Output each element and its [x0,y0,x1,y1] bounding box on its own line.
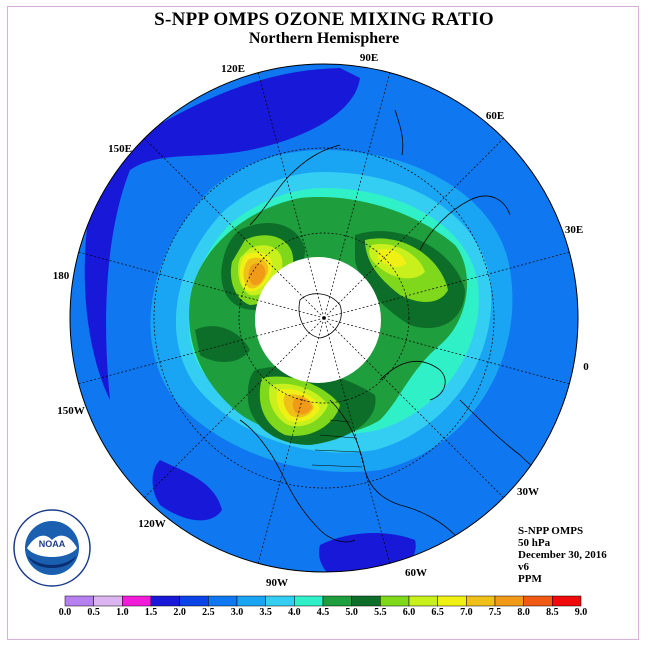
ozone-band-6-5-east [378,249,406,267]
colorbar-swatch [380,595,410,607]
lon-label-60e: 60E [486,110,504,122]
lon-label-120w: 120W [138,518,166,530]
colorbar-swatch [179,595,209,607]
colorbar-tick-label: 0.0 [58,607,72,618]
colorbar-tick-label: 6.5 [431,607,444,618]
noaa-logo-bird [27,535,77,557]
colorbar-tick-label: 4.5 [316,607,330,618]
colorbar-swatch [294,595,324,607]
lon-label-150e: 150E [108,143,132,155]
noaa-logo: NOAA [13,509,91,587]
lon-label-90e: 90E [360,52,378,64]
colorbar-tick-label: 7.0 [460,607,473,618]
colorbar-swatch [523,595,553,607]
map-boundary [69,63,579,573]
lon-label-0: 0 [583,361,589,373]
us-state-lines [311,419,363,468]
colorbar-tick-label: 5.5 [374,607,387,618]
info-date: December 30, 2016 [518,549,607,561]
lon-label-60w: 60W [405,567,427,579]
colorbar-tick-label: 8.5 [546,607,559,618]
colorbar-swatch [408,595,438,607]
colorbar-tick-label: 0.5 [87,607,100,618]
colorbar-swatch [236,595,266,607]
lon-label-30w: 30W [517,486,539,498]
coast-greenland [379,361,446,401]
colorbar-swatch [208,595,238,607]
ozone-band-2-0-northwest [84,68,360,400]
colorbar-swatch [122,595,152,607]
colorbar-swatch [265,595,295,607]
colorbar-swatch [322,595,352,607]
colorbar-swatch [494,595,524,607]
ozone-band-7-5-west [248,263,266,286]
colorbar-tick-label: 2.5 [202,607,215,618]
coast-arctic-islands [298,293,342,339]
lon-label-30e: 30E [565,224,583,236]
colorbar-tick-label: 3.5 [259,607,272,618]
colorbar-tick-label: 5.0 [345,607,358,618]
colorbar-swatch [552,595,582,607]
info-panel: S-NPP OMPS 50 hPa December 30, 2016 v6 P… [518,525,607,585]
colorbar-tick-label: 7.5 [488,607,502,618]
colorbar-tick-label: 9.0 [574,607,588,618]
latitude-circle-70 [238,232,410,404]
page-title: S-NPP OMPS OZONE MIXING RATIO [154,9,494,30]
lon-label-90w: 90W [266,577,288,589]
colorbar-swatch [150,595,180,607]
lon-label-150w: 150W [57,405,85,417]
lon-label-120e: 120E [221,63,245,75]
coast-eurasia-north [419,195,511,251]
info-units: PPM [518,573,542,585]
colorbar-tick-label: 8.0 [517,607,530,618]
colorbar-swatch [64,595,94,607]
figure-frame [7,6,639,640]
colorbar-swatch [351,595,381,607]
colorbar-tick-label: 6.0 [402,607,416,618]
coast-india [394,109,404,156]
ozone-field [70,64,578,572]
noaa-logo-wave [28,556,76,568]
noaa-logo-text: NOAA [39,539,66,549]
ozone-band-5-0-southwest [195,326,250,362]
ozone-band-7-5-south [292,397,312,415]
latitude-circle-50 [153,147,495,489]
colorbar-tick-label: 2.0 [173,607,186,618]
ozone-band-2-0-west [152,460,222,521]
colorbar-swatch [466,595,496,607]
info-instrument: S-NPP OMPS [518,525,584,537]
colorbar-tick-label: 3.0 [230,607,244,618]
longitude-labels: 90E 60E 30E 0 30W 60W 90W 120W 150W 180 … [53,52,590,589]
graticule [78,72,570,564]
page-subtitle: Northern Hemisphere [248,30,400,47]
no-data-polar-region [255,257,381,383]
info-level: 50 hPa [518,537,551,549]
colorbar-tick-label: 1.5 [144,607,158,618]
colorbar-tick-label: 1.0 [116,607,129,618]
colorbar-tick-label: 4.0 [288,607,301,618]
colorbar [64,595,582,607]
colorbar-swatch [437,595,467,607]
info-version: v6 [518,561,529,573]
coast-north-america-west [239,419,356,543]
ozone-band-2-0-south [319,533,416,572]
lon-label-180: 180 [53,270,70,282]
coast-asia-east [249,144,341,226]
colorbar-swatch [93,595,123,607]
